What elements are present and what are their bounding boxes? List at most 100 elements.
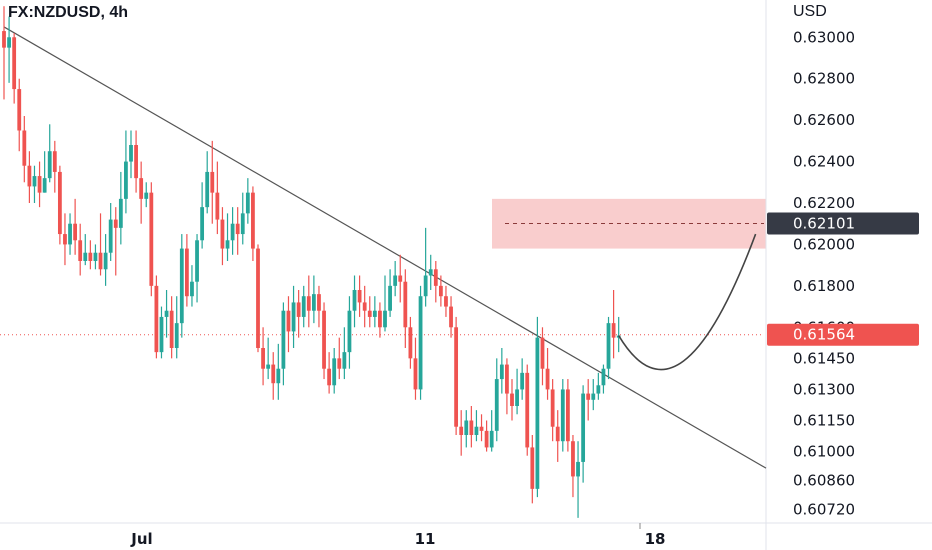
- candle-body: [184, 248, 189, 297]
- y-tick-label: 0.61800: [793, 277, 855, 295]
- candle-body: [560, 389, 565, 442]
- candle-body: [337, 358, 342, 369]
- candle-body: [545, 368, 550, 390]
- y-tick-label: 0.61450: [793, 349, 855, 367]
- y-tick-label: 0.62400: [793, 153, 855, 171]
- candle-body: [68, 223, 72, 245]
- candle-body: [205, 171, 210, 208]
- candle-body: [515, 389, 519, 406]
- candle-body: [388, 285, 392, 311]
- candle-body: [332, 358, 337, 386]
- candle-body: [7, 37, 11, 48]
- candle-body: [12, 37, 17, 90]
- candle-body: [362, 302, 367, 311]
- candle-body: [449, 306, 453, 328]
- candle-body: [489, 430, 494, 448]
- candle-body: [200, 207, 205, 241]
- candle-body: [134, 145, 138, 179]
- candle-body: [220, 219, 225, 249]
- target-price-tag: [767, 212, 919, 235]
- candle-body: [347, 310, 352, 353]
- candle-body: [378, 310, 382, 328]
- candle-body: [459, 426, 464, 435]
- candle-body: [164, 310, 169, 317]
- candle-body: [464, 420, 469, 435]
- candle-body: [494, 379, 499, 431]
- candle-body: [565, 389, 570, 442]
- candle-body: [73, 223, 78, 241]
- candle-body: [281, 310, 286, 369]
- candle-body: [403, 281, 408, 328]
- candle-body: [210, 171, 215, 193]
- y-tick-label: 0.62200: [793, 194, 855, 212]
- candle-body: [383, 310, 387, 328]
- y-tick-label: 0.62800: [793, 70, 855, 88]
- candle-body: [322, 310, 326, 369]
- target-price-value: 0.62101: [793, 215, 855, 233]
- candle-body: [98, 252, 103, 270]
- candle-body: [428, 269, 433, 276]
- candle-body: [327, 368, 332, 386]
- candle-body: [550, 389, 555, 427]
- candle-body: [510, 393, 514, 406]
- candle-body: [93, 252, 98, 261]
- y-tick-label: 0.61300: [793, 380, 855, 398]
- candle-body: [398, 275, 403, 282]
- candle-body: [484, 430, 489, 448]
- candle-body: [261, 348, 265, 369]
- candle-body: [215, 192, 220, 220]
- candle-body: [113, 219, 118, 228]
- candle-body: [357, 290, 362, 303]
- candle-body: [606, 323, 611, 369]
- candle-body: [118, 198, 123, 228]
- candle-body: [256, 248, 260, 348]
- candle-body: [393, 275, 398, 286]
- candle-body: [576, 461, 580, 477]
- candle-body: [505, 364, 509, 394]
- candle-body: [438, 285, 443, 297]
- current-price-value: 0.61564: [793, 326, 855, 344]
- candle-body: [499, 364, 504, 380]
- y-tick-label: 0.60720: [793, 501, 855, 519]
- candle-body: [22, 130, 27, 166]
- y-tick-label: 0.62000: [793, 235, 855, 253]
- candle-body: [88, 252, 93, 261]
- candle-body: [154, 285, 159, 353]
- candle-body: [306, 296, 311, 311]
- candle-body: [245, 192, 250, 214]
- candle-body: [276, 368, 281, 384]
- candle-body: [611, 323, 616, 338]
- candle-body: [591, 393, 596, 400]
- y-tick-label: 0.63000: [793, 28, 855, 46]
- candle-body: [479, 426, 484, 431]
- candle-body: [413, 358, 418, 390]
- candle-body: [42, 178, 47, 193]
- candle-body: [190, 281, 194, 297]
- candle-body: [37, 176, 42, 193]
- candle-body: [525, 372, 530, 448]
- candle-body: [433, 269, 438, 286]
- candle-body: [408, 327, 413, 359]
- candle-body: [235, 223, 240, 235]
- x-tick-label: 18: [645, 530, 666, 548]
- candle-body: [108, 219, 113, 253]
- candle-body: [129, 145, 133, 162]
- candle-body: [240, 213, 245, 235]
- x-tick-label: 11: [415, 530, 436, 548]
- candle-body: [555, 426, 560, 442]
- candle-body: [535, 337, 540, 489]
- candle-body: [311, 294, 316, 311]
- y-tick-label: 0.62600: [793, 111, 855, 129]
- candle-body: [266, 364, 271, 369]
- x-tick-label: Jul: [130, 530, 152, 548]
- candle-body: [174, 323, 179, 348]
- current-price-tag: [767, 323, 919, 346]
- candle-body: [2, 31, 6, 48]
- y-tick-label: 0.61000: [793, 443, 855, 461]
- candle-body: [596, 385, 601, 394]
- candle-body: [342, 352, 347, 369]
- candle-body: [317, 294, 321, 311]
- projection-path: [617, 233, 757, 371]
- candle-body: [179, 248, 184, 324]
